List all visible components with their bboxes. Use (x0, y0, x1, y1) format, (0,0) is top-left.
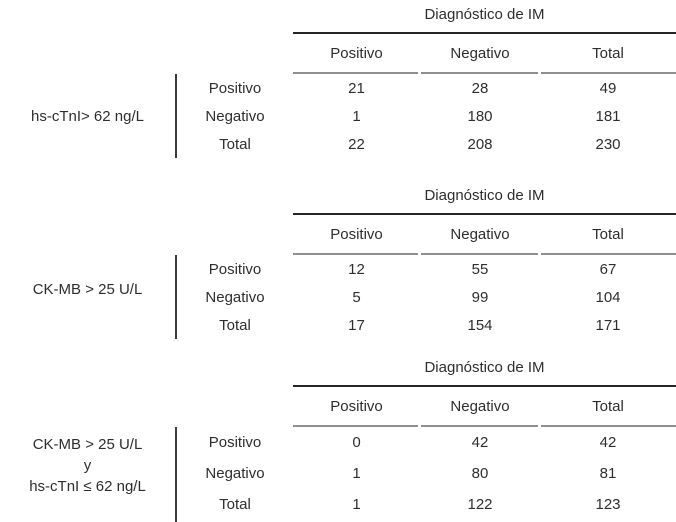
table-cell: 1 (352, 107, 361, 125)
column-header-negativo: Negativo (450, 225, 510, 243)
row-label: Positivo (208, 79, 262, 97)
table-cell: 17 (348, 316, 365, 334)
row-label: Negativo (205, 107, 265, 125)
table-cell: 208 (467, 135, 493, 153)
table-cell: 154 (467, 316, 493, 334)
test-label-line: CK-MB > 25 U/L (32, 280, 143, 298)
test-label-line: hs-cTnI> 62 ng/L (31, 107, 144, 125)
vertical-divider (175, 74, 177, 158)
row-label: Positivo (208, 260, 262, 278)
table-cell: 5 (352, 288, 361, 306)
table-cell: 99 (471, 288, 489, 306)
table-cell: 180 (467, 107, 493, 125)
column-headers: Positivo Negativo Total (293, 34, 676, 72)
column-header-negativo: Negativo (450, 397, 510, 415)
table-cell: 1 (352, 465, 361, 482)
contingency-table-ckmb: Diagnóstico de IM Positivo Negativo Tota… (0, 181, 676, 339)
header-rule (293, 425, 676, 427)
column-headers: Positivo Negativo Total (293, 387, 676, 425)
table-cell: 230 (595, 135, 621, 153)
test-label-line: y (83, 457, 92, 474)
test-label: CK-MB > 25 U/L y hs-cTnI ≤ 62 ng/L (0, 427, 175, 522)
test-label: hs-cTnI> 62 ng/L (0, 74, 175, 158)
column-headers: Positivo Negativo Total (293, 215, 676, 253)
table-row: Positivo 12 55 67 (177, 255, 676, 283)
header-rule (293, 72, 676, 74)
column-header-total: Total (592, 397, 624, 415)
table-title: Diagnóstico de IM (293, 181, 676, 215)
contingency-table-ckmb-and-hs-ctni: Diagnóstico de IM Positivo Negativo Tota… (0, 353, 676, 522)
test-label-line: hs-cTnI ≤ 62 ng/L (29, 478, 146, 495)
column-header-total: Total (592, 225, 624, 243)
column-header-positivo: Positivo (330, 44, 383, 62)
table-cell: 42 (471, 434, 489, 451)
header-rule (293, 253, 676, 255)
table-cell: 12 (348, 260, 365, 278)
table-cell: 21 (348, 79, 365, 97)
vertical-divider (175, 255, 177, 339)
column-header-positivo: Positivo (330, 397, 383, 415)
table-cell: 22 (348, 135, 365, 153)
table-title: Diagnóstico de IM (293, 0, 676, 34)
table-cell: 104 (595, 288, 621, 306)
column-header-negativo: Negativo (450, 44, 510, 62)
table-row: Total 17 154 171 (177, 311, 676, 339)
table-cell: 122 (467, 496, 493, 513)
table-cell: 55 (471, 260, 489, 278)
table-cell: 181 (595, 107, 621, 125)
row-label: Total (219, 316, 251, 334)
table-row: Positivo 0 42 42 (177, 427, 676, 458)
table-row: Negativo 1 80 81 (177, 458, 676, 489)
row-label: Positivo (208, 434, 262, 451)
row-label: Negativo (205, 465, 265, 482)
table-cell: 81 (599, 465, 617, 482)
table-cell: 171 (595, 316, 621, 334)
table-cell: 42 (599, 434, 617, 451)
row-label: Negativo (205, 288, 265, 306)
table-cell: 67 (599, 260, 617, 278)
table-row: Negativo 1 180 181 (177, 102, 676, 130)
table-row: Total 1 122 123 (177, 489, 676, 520)
table-title: Diagnóstico de IM (293, 353, 676, 387)
table-cell: 1 (352, 496, 361, 513)
row-label: Total (219, 135, 251, 153)
test-label-line: CK-MB > 25 U/L (32, 436, 143, 453)
table-row: Negativo 5 99 104 (177, 283, 676, 311)
table-cell: 0 (352, 434, 361, 451)
vertical-divider (175, 427, 177, 522)
table-row: Positivo 21 28 49 (177, 74, 676, 102)
table-cell: 28 (471, 79, 489, 97)
contingency-table-hs-ctni: Diagnóstico de IM Positivo Negativo Tota… (0, 0, 676, 158)
column-header-total: Total (592, 44, 624, 62)
table-cell: 49 (599, 79, 617, 97)
table-row: Total 22 208 230 (177, 130, 676, 158)
test-label: CK-MB > 25 U/L (0, 255, 175, 339)
table-cell: 80 (471, 465, 489, 482)
column-header-positivo: Positivo (330, 225, 383, 243)
table-cell: 123 (595, 496, 621, 513)
row-label: Total (219, 496, 251, 513)
